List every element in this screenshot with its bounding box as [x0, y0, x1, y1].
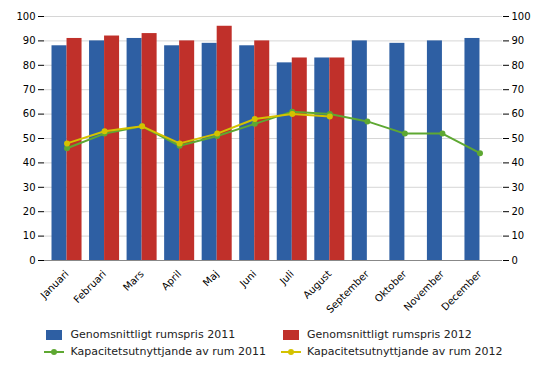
html-text:Kapacitetsutnyttjande av rum 2: Kapacitetsutnyttjande av rum 2012 — [307, 345, 503, 358]
svg-text:November: November — [401, 268, 447, 313]
svg-text:Juni: Juni — [237, 268, 259, 290]
svg-text:40: 40 — [23, 157, 36, 168]
svg-text:100: 100 — [16, 11, 35, 22]
svg-text:Oktober: Oktober — [372, 268, 409, 305]
svg-text:50: 50 — [23, 133, 36, 144]
svg-text:Juli: Juli — [277, 268, 296, 287]
svg-text:80: 80 — [512, 60, 525, 71]
svg-text:30: 30 — [512, 182, 525, 193]
svg-text:Februari: Februari — [71, 268, 108, 305]
svg-text:December: December — [439, 268, 484, 313]
svg-text:90: 90 — [23, 35, 36, 46]
svg-text:50: 50 — [512, 133, 525, 144]
svg-text:April: April — [159, 268, 183, 292]
svg-text:60: 60 — [512, 108, 525, 119]
svg-text:0: 0 — [29, 255, 35, 266]
svg-text:70: 70 — [512, 84, 525, 95]
svg-text:90: 90 — [512, 35, 525, 46]
svg-text:70: 70 — [23, 84, 36, 95]
svg-text:40: 40 — [512, 157, 525, 168]
svg-text:0: 0 — [512, 255, 518, 266]
svg-text:Mars: Mars — [121, 268, 146, 293]
svg-text:August: August — [301, 268, 334, 301]
html-text:Genomsnittligt rumspris 2011: Genomsnittligt rumspris 2011 — [70, 328, 236, 341]
svg-text:60: 60 — [23, 108, 36, 119]
svg-text:20: 20 — [23, 206, 36, 217]
svg-text:10: 10 — [23, 230, 36, 241]
html-text:Genomsnittligt rumspris 2012: Genomsnittligt rumspris 2012 — [307, 328, 472, 341]
html-text:Kapacitetsutnyttjande av rum 2: Kapacitetsutnyttjande av rum 2011 — [70, 345, 266, 358]
svg-text:Maj: Maj — [201, 268, 221, 288]
svg-text:20: 20 — [512, 206, 525, 217]
svg-text:10: 10 — [512, 230, 525, 241]
svg-text:30: 30 — [23, 182, 36, 193]
svg-text:September: September — [324, 268, 371, 315]
svg-text:80: 80 — [23, 60, 36, 71]
svg-text:100: 100 — [512, 11, 531, 22]
svg-text:Januari: Januari — [38, 268, 71, 301]
